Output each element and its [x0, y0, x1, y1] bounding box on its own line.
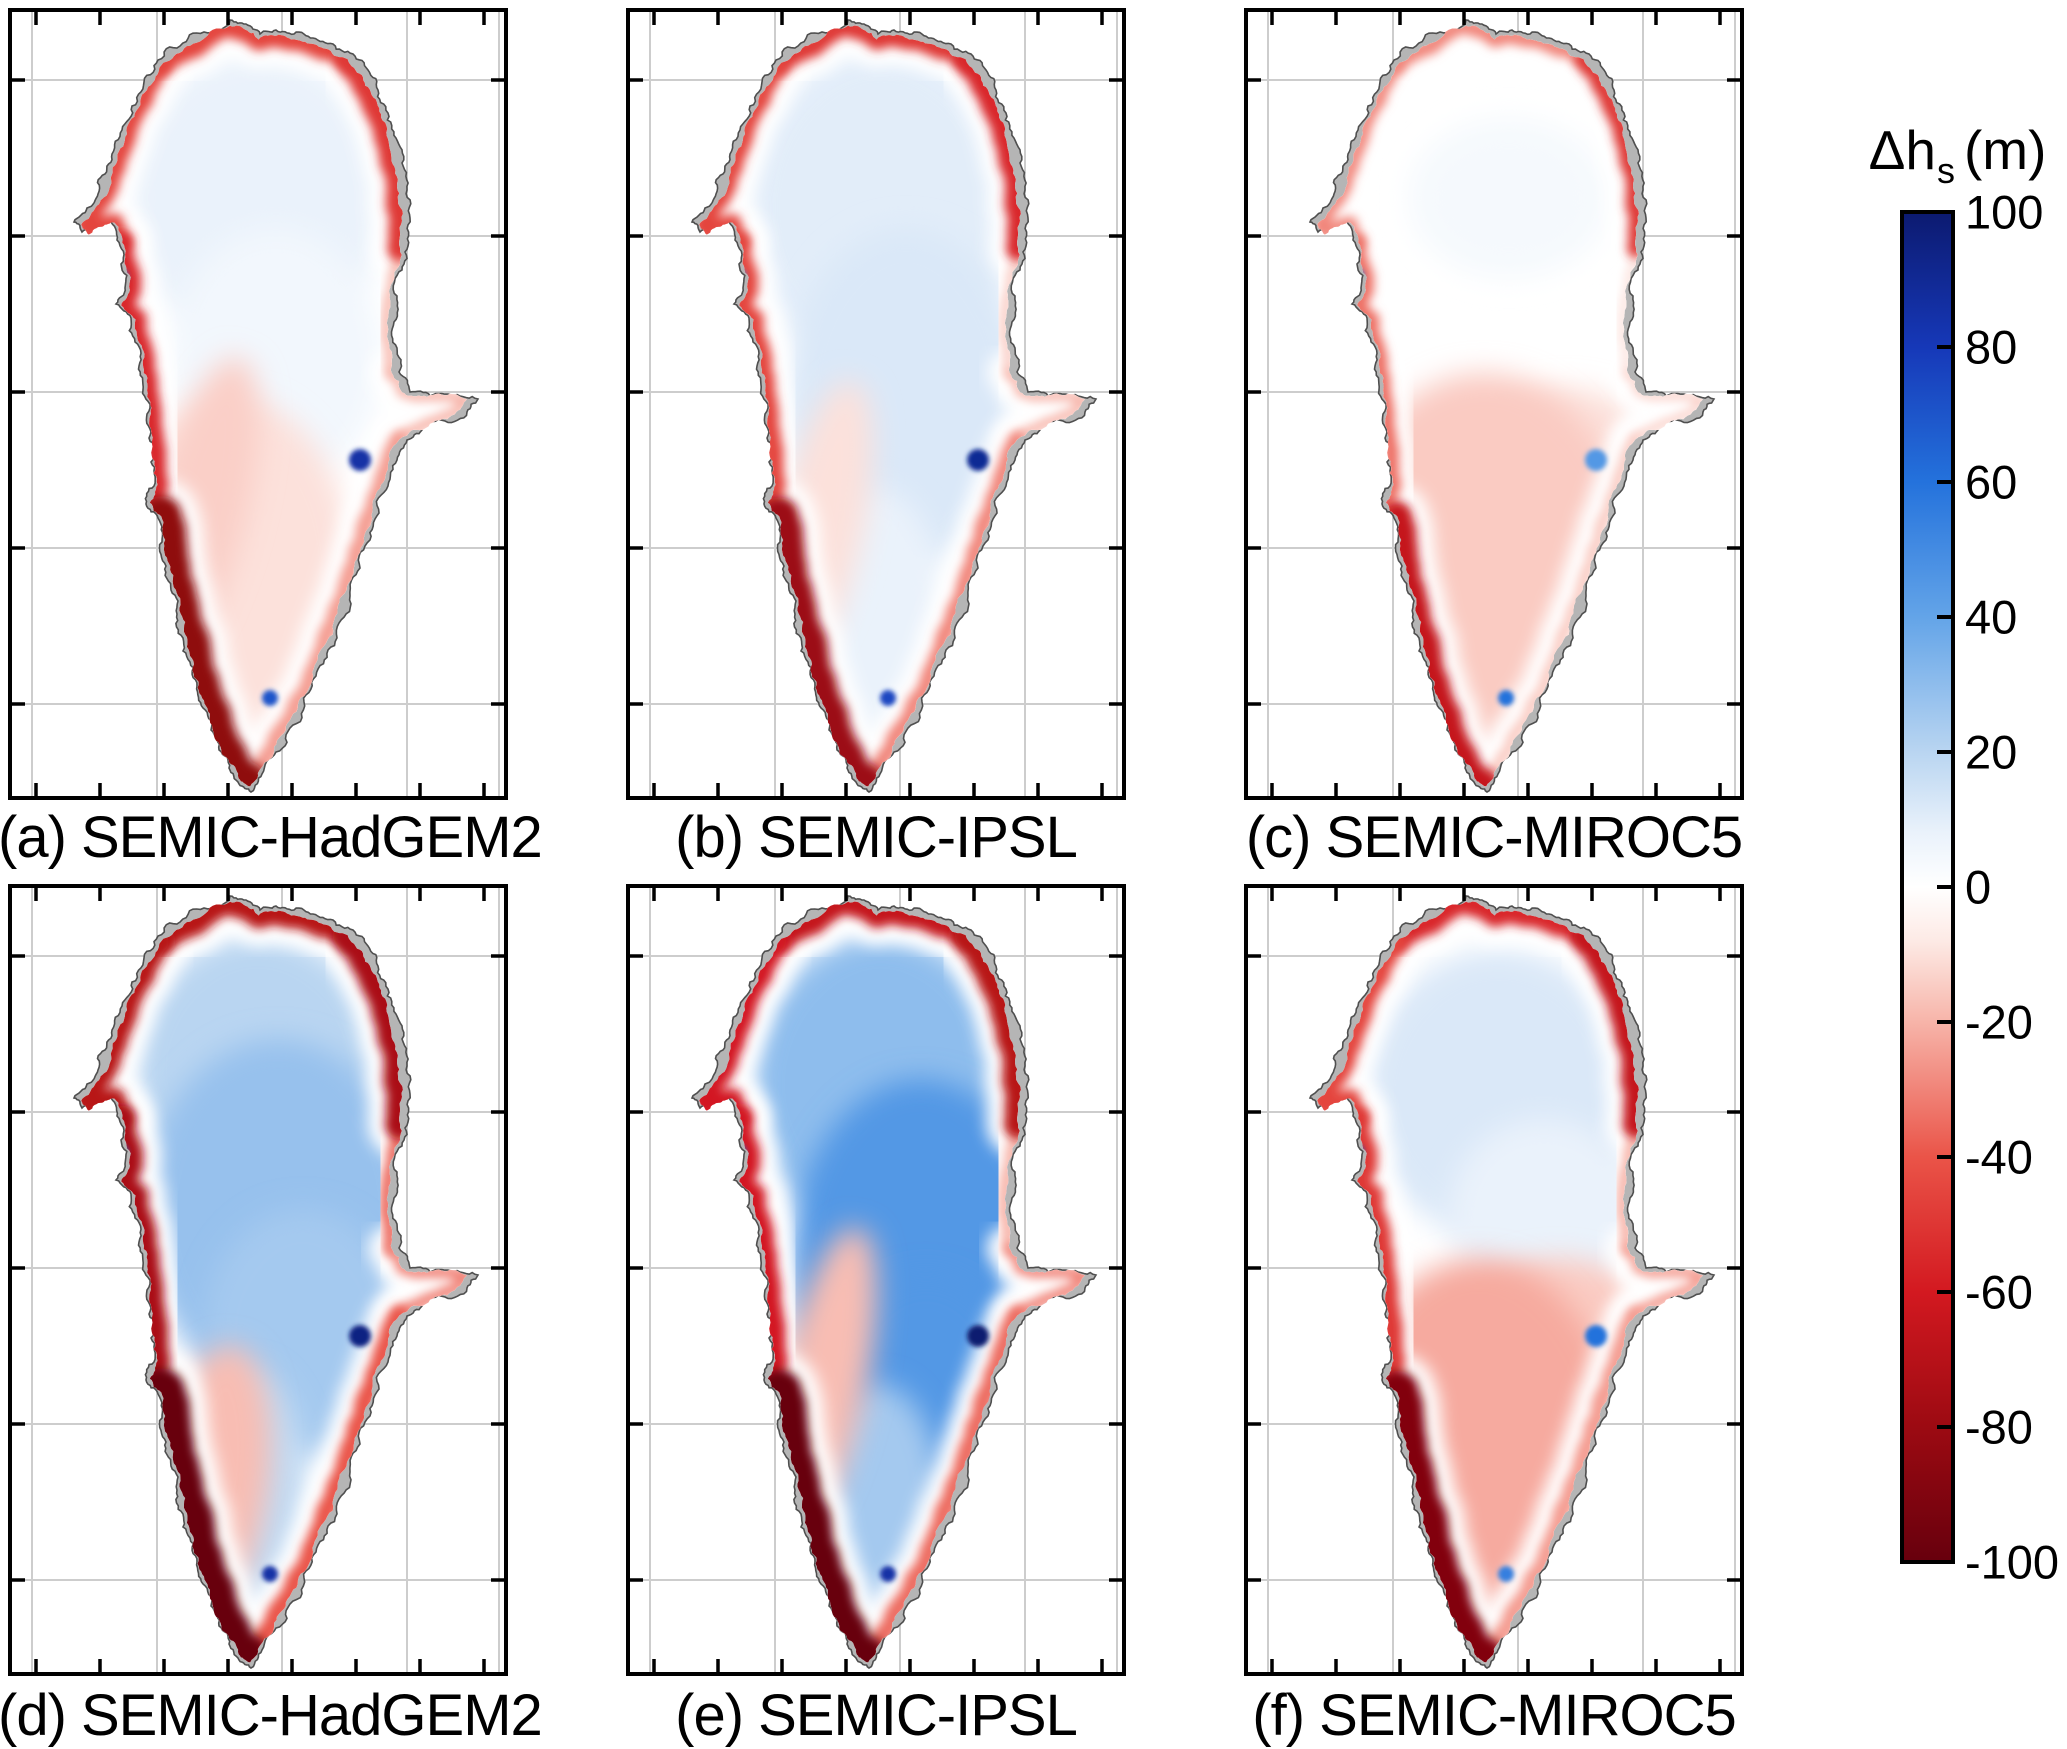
region-outlet_south [262, 690, 278, 706]
colorbar-tick-label: -20 [1965, 996, 2033, 1049]
region-outlet_south [880, 690, 896, 706]
colorbar-tick-label: 40 [1965, 591, 2017, 644]
region-east_margin [1615, 1118, 1643, 1255]
colorbar-tick-label: 80 [1965, 321, 2017, 374]
colorbar-title-symbol: Δh [1868, 119, 1936, 181]
region-interior_north [1409, 118, 1609, 278]
colorbar-tick-label: 20 [1965, 726, 2017, 779]
caption-panel-a: (a) SEMIC-HadGEM2 [0, 805, 543, 870]
map-panel-e [626, 884, 1126, 1676]
colorbar-title-subscript: s [1936, 150, 1955, 191]
region-outlet_south [1498, 1566, 1514, 1582]
panel-frame [626, 884, 1126, 1676]
colorbar-tick-label: 60 [1965, 456, 2017, 509]
colorbar-tick-label: 100 [1965, 186, 2043, 239]
region-outlet_south [880, 1566, 896, 1582]
colorbar-tick-label: 0 [1965, 861, 1991, 914]
caption-panel-c: (c) SEMIC-MIROC5 [1245, 805, 1743, 870]
map-svg [8, 8, 508, 800]
colorbar-tick-label: -40 [1965, 1131, 2033, 1184]
map-panel-a [8, 8, 508, 800]
map-panel-b [626, 8, 1126, 800]
panel-frame [1244, 8, 1744, 800]
map-svg [1244, 8, 1744, 800]
region-outlet_south [262, 1566, 278, 1582]
caption-panel-d: (d) SEMIC-HadGEM2 [0, 1683, 543, 1748]
region-northeast_margin [1570, 921, 1652, 1138]
region-east_margin [998, 242, 1024, 379]
region-outlet_south [1498, 690, 1514, 706]
region-northeast_margin [1574, 50, 1647, 258]
region-north_margin [1389, 25, 1592, 73]
panel-frame [626, 8, 1126, 800]
panel-frame [1244, 884, 1744, 1676]
caption-panel-f: (f) SEMIC-MIROC5 [1252, 1683, 1736, 1748]
caption-panel-b: (b) SEMIC-IPSL [675, 805, 1078, 870]
region-north_margin [150, 25, 359, 77]
region-outlet_east [1585, 1325, 1607, 1347]
panel-frame [8, 884, 508, 1676]
map-svg [626, 8, 1126, 800]
colorbar-tick-label: -80 [1965, 1401, 2033, 1454]
region-outlet_east [967, 449, 989, 471]
region-outlet_east [1585, 449, 1607, 471]
colorbar-tick-label: -100 [1965, 1536, 2059, 1589]
map-panel-c [1244, 8, 1744, 800]
region-outlet_east [349, 449, 371, 471]
region-outlet_east [967, 1325, 989, 1347]
region-north_margin [1385, 901, 1596, 953]
map-panel-d [8, 884, 508, 1676]
map-svg [8, 884, 508, 1676]
region-outlet_east [349, 1325, 371, 1347]
map-svg [626, 884, 1126, 1676]
region-north_margin [769, 25, 976, 76]
region-east_margin [380, 242, 407, 379]
colorbar-title: Δhs (m) [1848, 118, 2067, 191]
colorbar-title-units: (m) [1963, 119, 2047, 181]
colorbar-tick-label: -60 [1965, 1266, 2033, 1319]
region-east_margin [997, 1117, 1025, 1256]
colorbar-svg: 100 80 60 40 20 0 -20 -40 -60 -80 -100 [1900, 186, 2059, 1589]
region-northwest_margin [81, 55, 171, 252]
map-svg [1244, 884, 1744, 1676]
colorbar-border [1900, 210, 1955, 1564]
colorbar: 100 80 60 40 20 0 -20 -40 -60 -80 -100 [1870, 186, 2067, 1590]
region-east_margin [1618, 244, 1641, 377]
region-east_margin [379, 1117, 408, 1256]
map-panel-f [1244, 884, 1744, 1676]
caption-panel-e: (e) SEMIC-IPSL [675, 1683, 1078, 1748]
region-northeast_margin [953, 47, 1032, 261]
region-northeast_margin [334, 46, 415, 262]
panel-frame [8, 8, 508, 800]
anomaly-layers [699, 25, 1085, 787]
